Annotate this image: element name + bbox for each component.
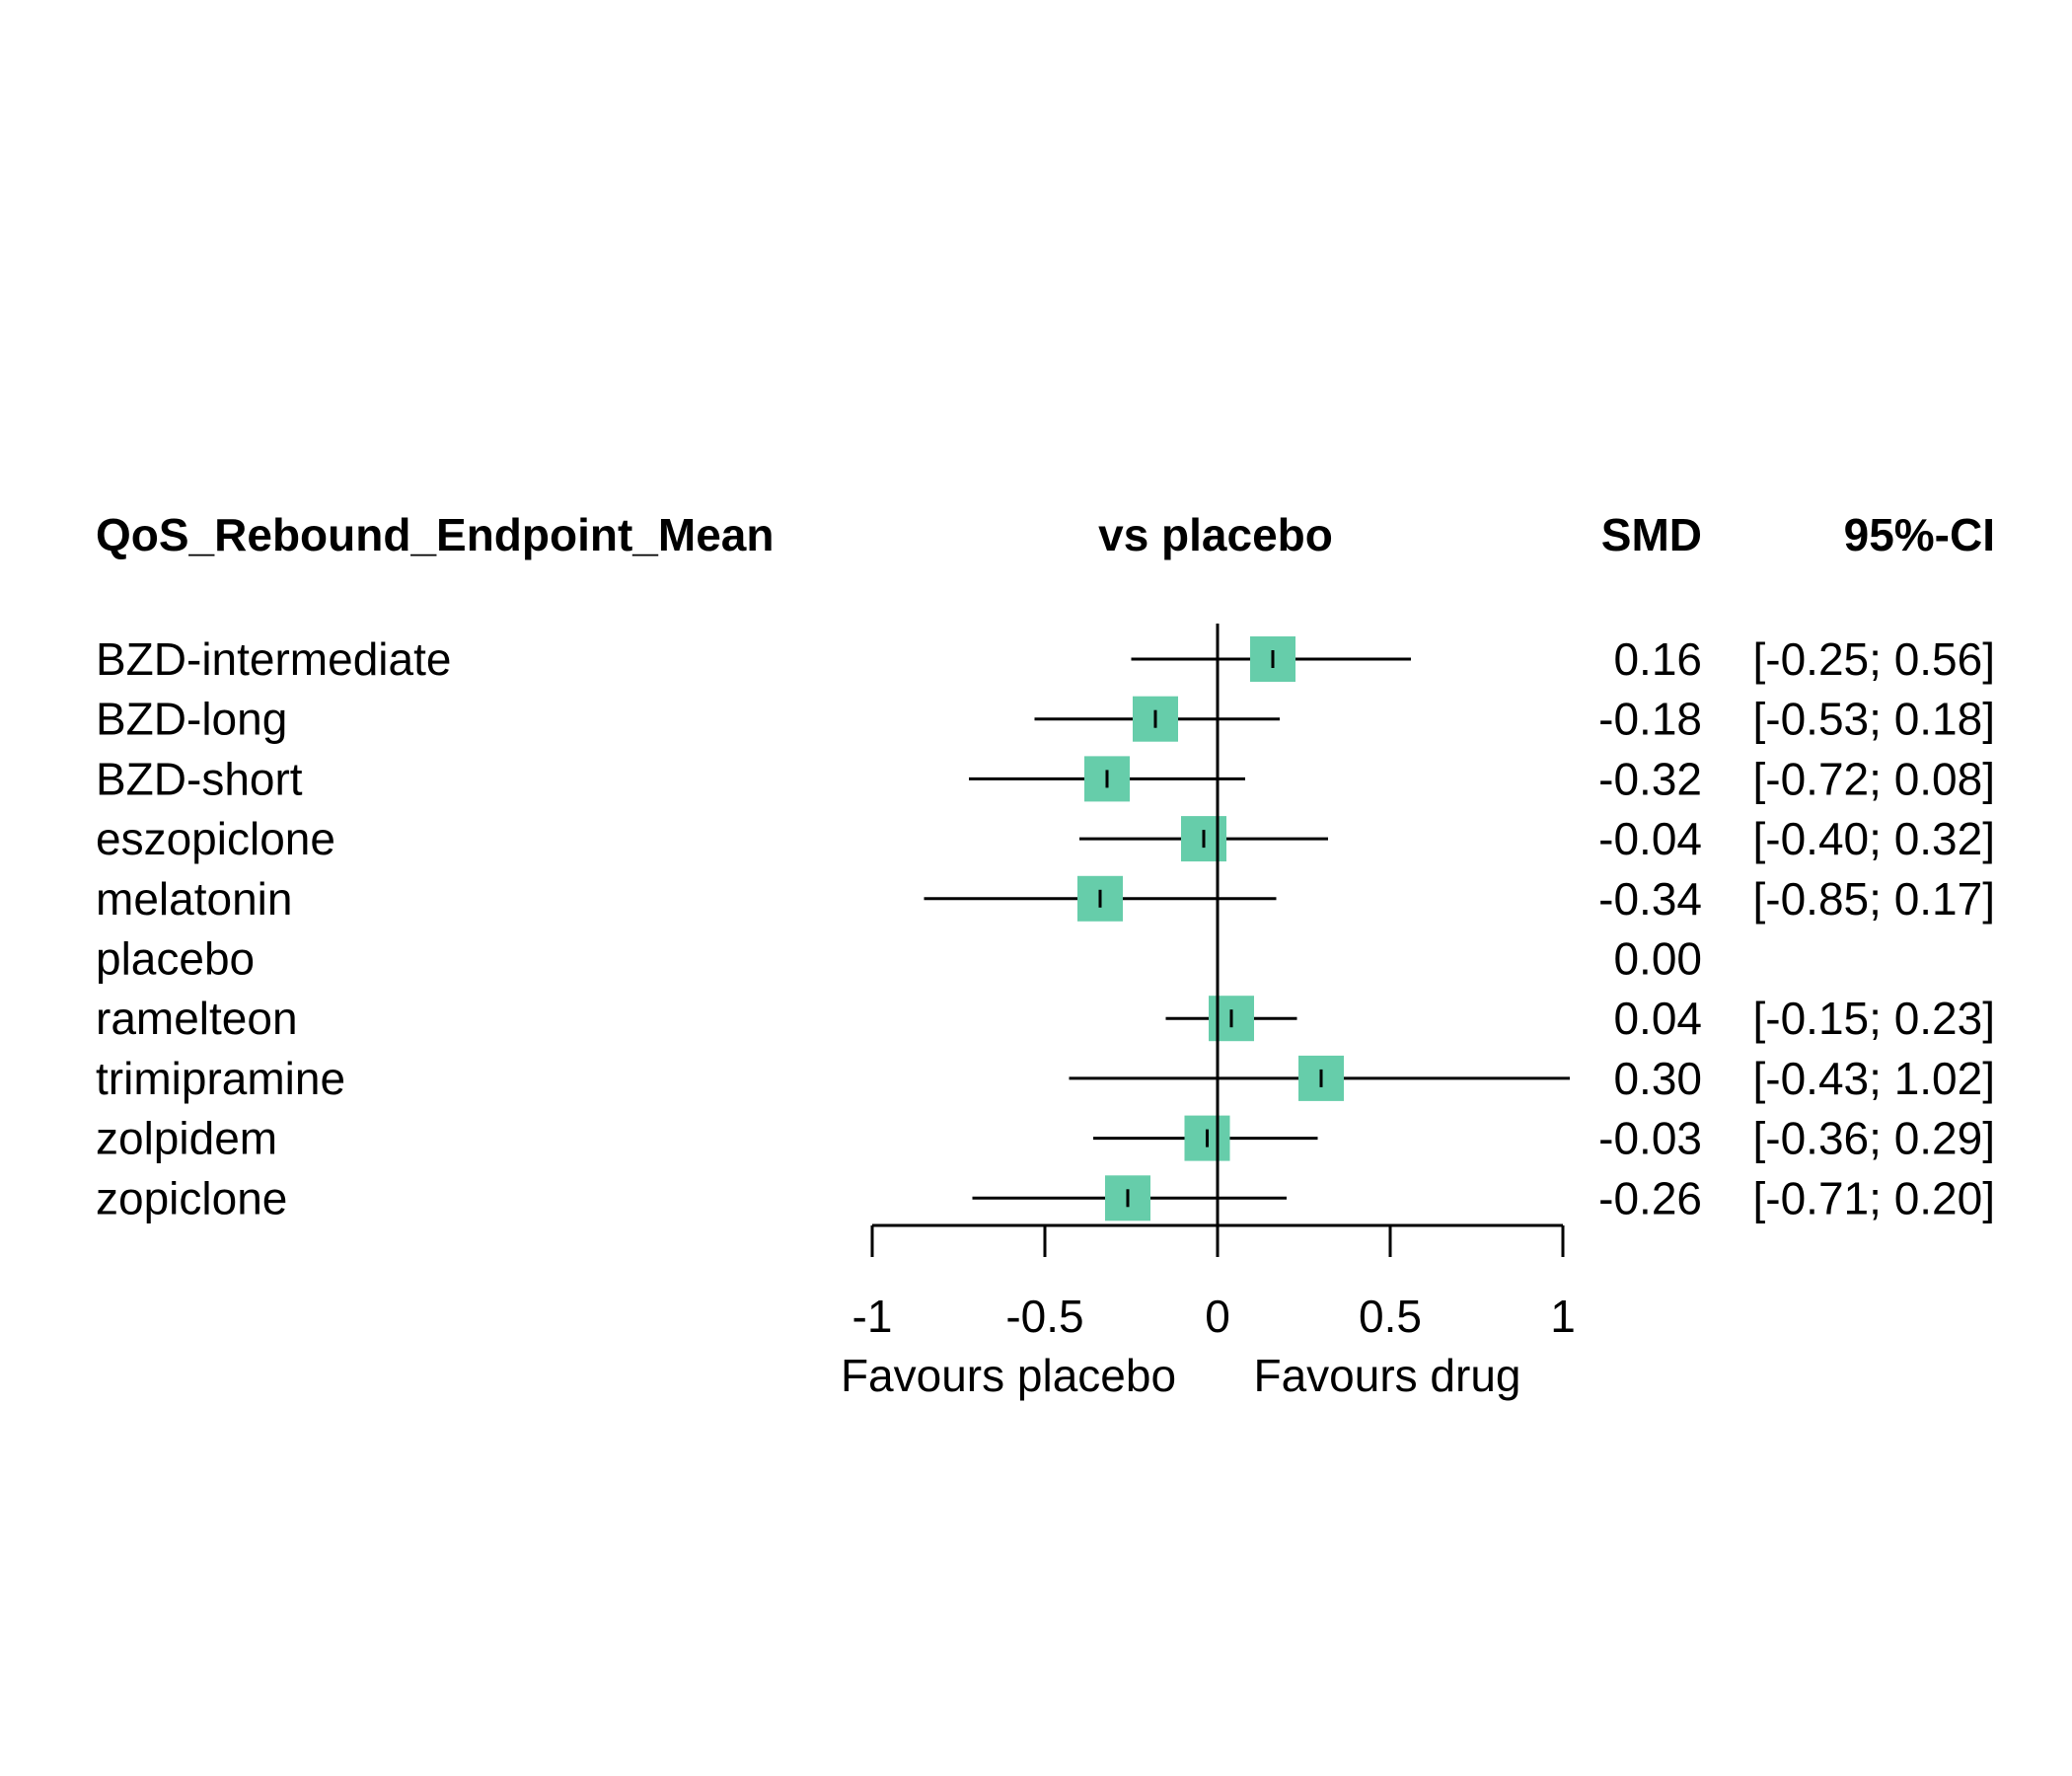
treatment-label: zolpidem xyxy=(96,1113,277,1164)
treatment-label: placebo xyxy=(96,933,255,985)
header-smd: SMD xyxy=(1601,509,1702,560)
smd-value: -0.03 xyxy=(1598,1113,1702,1164)
header-comparison: vs placebo xyxy=(1098,509,1333,560)
favours-placebo-label: Favours placebo xyxy=(841,1350,1176,1401)
header-ci: 95%-CI xyxy=(1844,509,1995,560)
smd-value: 0.00 xyxy=(1613,933,1702,985)
treatment-label: ramelteon xyxy=(96,993,298,1044)
ci-value: [-0.85; 0.17] xyxy=(1753,873,1996,925)
x-tick-label: 0.5 xyxy=(1359,1291,1422,1342)
ci-value: [-0.36; 0.29] xyxy=(1753,1113,1996,1164)
treatment-label: trimipramine xyxy=(96,1053,345,1104)
smd-value: 0.04 xyxy=(1613,993,1702,1044)
x-tick-label: 1 xyxy=(1550,1291,1576,1342)
ci-value: [-0.72; 0.08] xyxy=(1753,753,1996,804)
forest-row: zopiclone -0.26 [-0.71; 0.20] xyxy=(96,1172,1995,1223)
rows-layer: BZD-intermediate 0.16 [-0.25; 0.56] BZD-lon… xyxy=(96,633,1995,1223)
ci-value: [-0.43; 1.02] xyxy=(1753,1053,1996,1104)
smd-value: -0.32 xyxy=(1598,753,1702,804)
forest-row: BZD-intermediate 0.16 [-0.25; 0.56] xyxy=(96,633,1995,685)
ci-value: [-0.15; 0.23] xyxy=(1753,993,1996,1044)
x-tick-label: 0 xyxy=(1205,1291,1230,1342)
forest-row: BZD-short -0.32 [-0.72; 0.08] xyxy=(96,753,1995,804)
smd-value: 0.30 xyxy=(1613,1053,1702,1104)
smd-value: -0.18 xyxy=(1598,694,1702,745)
forest-row: zolpidem -0.03 [-0.36; 0.29] xyxy=(96,1113,1995,1164)
treatment-label: melatonin xyxy=(96,873,292,925)
forest-row: ramelteon 0.04 [-0.15; 0.23] xyxy=(96,993,1995,1044)
ci-value: [-0.40; 0.32] xyxy=(1753,813,1996,864)
forest-row: placebo 0.00 xyxy=(96,933,1702,985)
forest-row: melatonin -0.34 [-0.85; 0.17] xyxy=(96,873,1995,925)
ci-value: [-0.53; 0.18] xyxy=(1753,694,1996,745)
smd-value: 0.16 xyxy=(1613,633,1702,685)
treatment-label: BZD-long xyxy=(96,694,287,745)
x-tick-label: -1 xyxy=(852,1291,893,1342)
x-tick-label: -0.5 xyxy=(1005,1291,1083,1342)
ci-value: [-0.71; 0.20] xyxy=(1753,1172,1996,1223)
treatment-label: BZD-intermediate xyxy=(96,633,451,685)
treatment-label: zopiclone xyxy=(96,1172,287,1223)
ci-value: [-0.25; 0.56] xyxy=(1753,633,1996,685)
favours-drug-label: Favours drug xyxy=(1253,1350,1520,1401)
smd-value: -0.04 xyxy=(1598,813,1702,864)
header-outcome: QoS_Rebound_Endpoint_Mean xyxy=(96,509,774,560)
treatment-label: eszopiclone xyxy=(96,813,335,864)
smd-value: -0.26 xyxy=(1598,1172,1702,1223)
x-axis: -1 -0.5 0 0.5 1 xyxy=(852,1223,1576,1342)
treatment-label: BZD-short xyxy=(96,753,303,804)
smd-value: -0.34 xyxy=(1598,873,1702,925)
forest-row: BZD-long -0.18 [-0.53; 0.18] xyxy=(96,694,1995,745)
forest-row: trimipramine 0.30 [-0.43; 1.02] xyxy=(96,1053,1995,1104)
forest-row: eszopiclone -0.04 [-0.40; 0.32] xyxy=(96,813,1995,864)
